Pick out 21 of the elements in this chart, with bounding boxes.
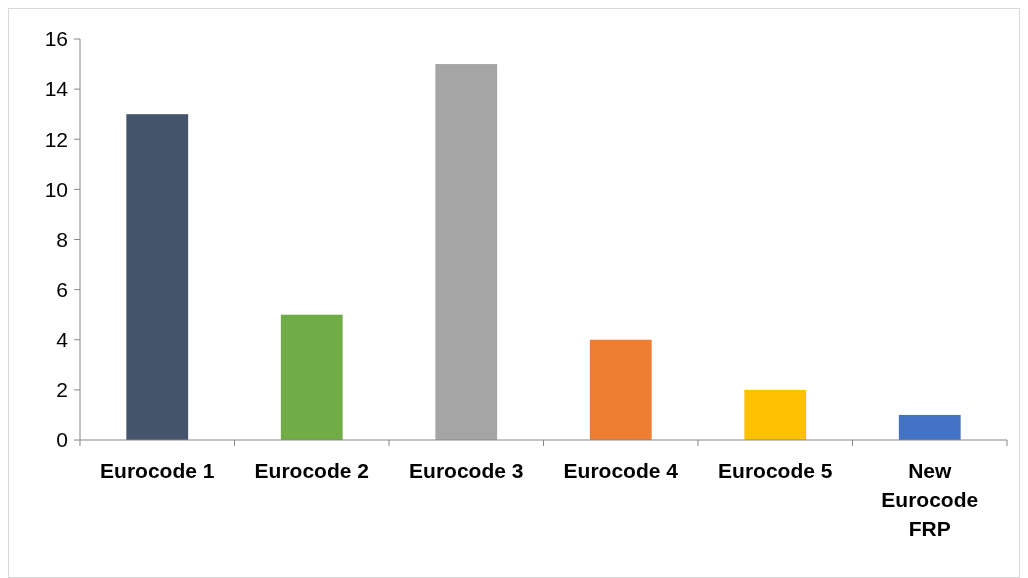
x-tick-label: Eurocode 4 <box>563 459 679 482</box>
bar <box>435 64 498 440</box>
bar <box>589 339 652 440</box>
x-tick-label: Eurocode 3 <box>409 459 524 482</box>
y-tick-label: 0 <box>56 428 68 452</box>
y-tick-label: 10 <box>44 177 68 201</box>
x-tick-label: Eurocode 5 <box>718 459 833 482</box>
y-tick-label: 4 <box>56 328 69 352</box>
y-tick-label: 6 <box>56 277 68 301</box>
x-tick-label: Eurocode 2 <box>254 459 369 482</box>
x-tick-label: New Eurocode FRP <box>881 459 979 540</box>
y-tick-label: 14 <box>44 77 69 101</box>
y-tick-label: 2 <box>56 378 68 402</box>
bar <box>126 114 189 440</box>
y-tick-label: 16 <box>44 27 68 51</box>
bar <box>898 414 961 440</box>
bar <box>280 314 343 440</box>
bar <box>744 389 807 440</box>
y-tick-label: 8 <box>56 227 68 251</box>
y-tick-label: 12 <box>44 127 68 151</box>
x-tick-label: Eurocode 1 <box>100 459 215 482</box>
